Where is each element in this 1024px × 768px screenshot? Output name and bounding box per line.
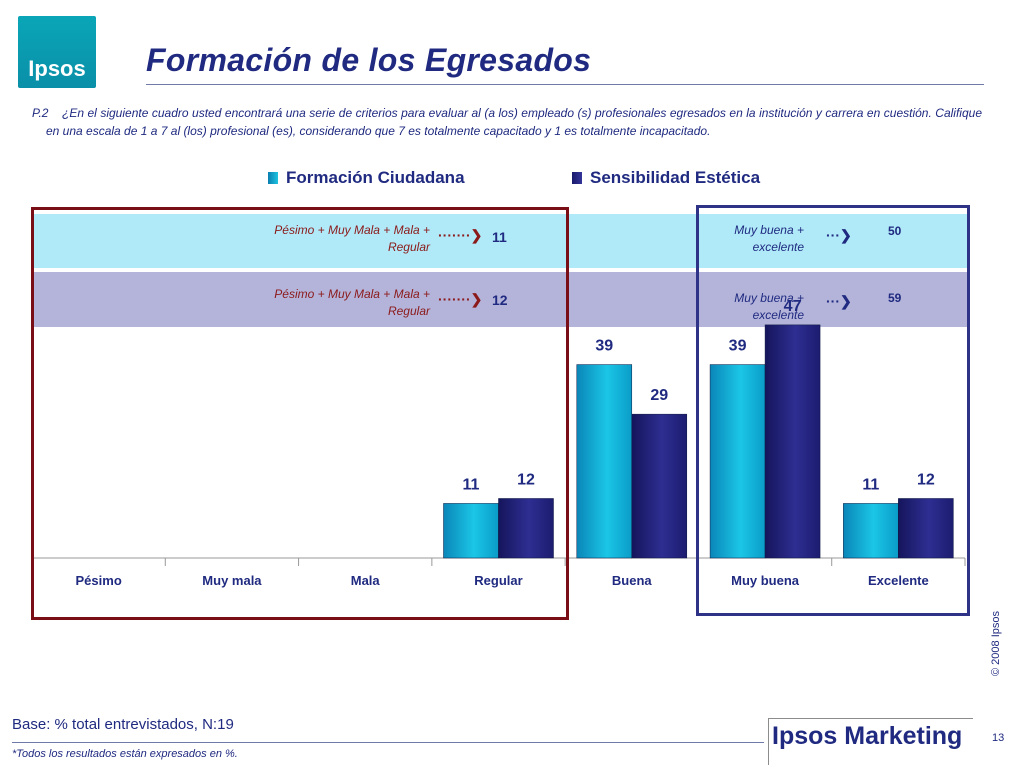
footnote: *Todos los resultados están expresados e… <box>12 748 238 760</box>
title-divider <box>146 84 984 85</box>
data-label: 12 <box>517 471 535 488</box>
negative-ratings-box <box>31 207 569 620</box>
x-tick-label: Buena <box>612 573 653 588</box>
bar-sensibilidad-estetica <box>764 324 821 559</box>
data-label: 11 <box>463 476 480 493</box>
copyright: © 2008 Ipsos <box>990 611 1002 676</box>
x-tick-label: Muy buena <box>731 573 800 588</box>
summary-band-row1 <box>34 214 970 268</box>
annotation-right-row2-value: 59 <box>888 291 902 305</box>
annotation-left-row1-label: Pésimo + Muy Mala + Mala + Regular <box>274 223 430 254</box>
annotation-right-row2-label: Muy buena + excelente <box>734 291 804 322</box>
ipsos-logo: Ipsos <box>18 16 96 88</box>
arrow-left-row2-icon: ·······❯ <box>438 291 483 307</box>
legend-item-sensibilidad-estetica: Sensibilidad Estética <box>572 168 760 188</box>
question-text: ¿En el siguiente cuadro usted encontrará… <box>46 106 982 138</box>
data-label: 11 <box>862 476 879 493</box>
data-label: 29 <box>650 387 668 404</box>
x-tick-label: Regular <box>474 573 522 588</box>
bar-formacion-ciudadana <box>443 503 499 559</box>
bar-sensibilidad-estetica <box>898 498 954 559</box>
annotation-left-row2-value: 12 <box>492 292 508 308</box>
annotation-left-row2-label: Pésimo + Muy Mala + Mala + Regular <box>274 287 430 318</box>
bar-sensibilidad-estetica <box>631 413 688 559</box>
x-tick-label: Muy mala <box>202 573 262 588</box>
x-tick-label: Pésimo <box>76 573 122 588</box>
bar-formacion-ciudadana <box>576 364 633 559</box>
data-label: 39 <box>729 338 747 355</box>
bar-formacion-ciudadana <box>709 364 766 559</box>
data-label: 12 <box>917 471 935 488</box>
data-label: 39 <box>595 338 613 355</box>
annotation-left-row1-value: 11 <box>492 229 507 245</box>
question-text-block: P.2 ¿En el siguiente cuadro usted encont… <box>32 104 982 140</box>
brand-frame <box>768 718 973 765</box>
positive-ratings-box <box>696 205 970 616</box>
x-tick-label: Mala <box>351 573 381 588</box>
legend-swatch-formacion <box>268 172 278 184</box>
brand-name: Ipsos Marketing <box>772 722 963 750</box>
bar-sensibilidad-estetica <box>498 498 554 559</box>
arrow-right-row1-icon: ···❯ <box>826 227 852 243</box>
base-note: Base: % total entrevistados, N:19 <box>12 716 234 733</box>
question-number: P.2 <box>32 106 49 120</box>
page-number: 13 <box>992 732 1005 744</box>
page-title: Formación de los Egresados <box>146 42 592 78</box>
annotation-right-row1-value: 50 <box>888 224 902 238</box>
legend-label-formacion: Formación Ciudadana <box>286 168 465 187</box>
summary-band-row2 <box>34 272 970 327</box>
legend-item-formacion-ciudadana: Formación Ciudadana <box>268 168 465 188</box>
logo-text: Ipsos <box>28 56 86 81</box>
arrow-left-row1-icon: ·······❯ <box>438 227 483 243</box>
x-tick-label: Excelente <box>868 573 929 588</box>
legend-swatch-sensibilidad <box>572 172 582 184</box>
legend-label-sensibilidad: Sensibilidad Estética <box>590 168 761 187</box>
annotation-right-row1-label: Muy buena + excelente <box>734 223 804 254</box>
footer-divider <box>12 742 764 743</box>
arrow-right-row2-icon: ···❯ <box>826 293 852 309</box>
data-label: 47 <box>784 298 802 315</box>
